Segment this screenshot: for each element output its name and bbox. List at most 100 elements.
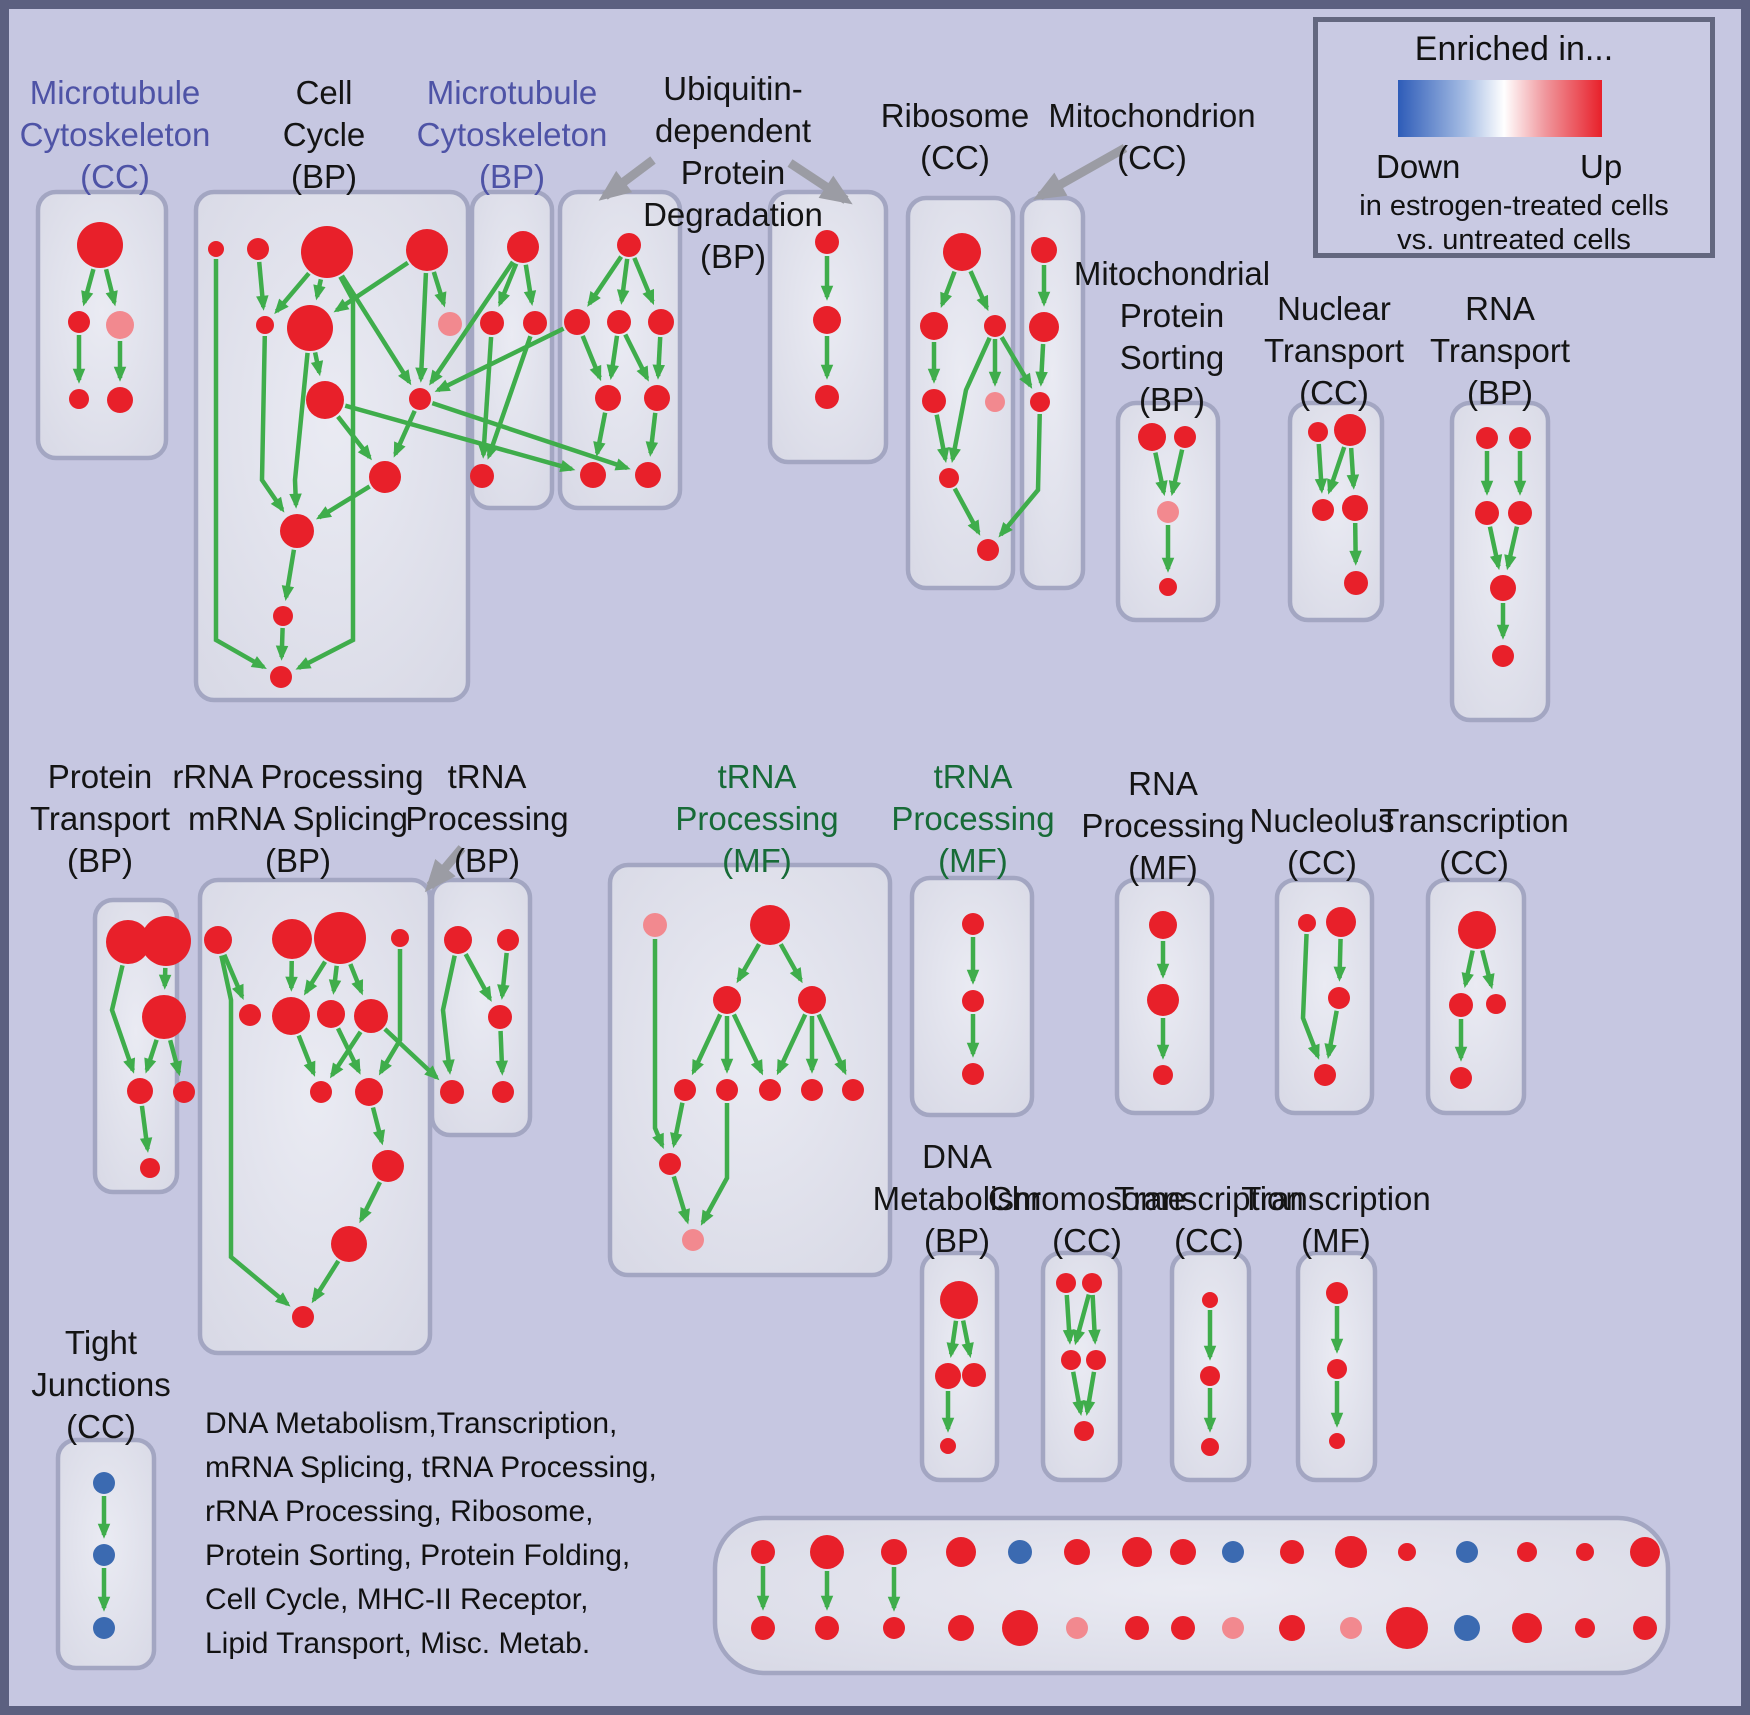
- go-term-node-tm2-b: [962, 1063, 984, 1085]
- edge-tm1.mr-to-tm1.k3: [776, 1013, 808, 1076]
- group-box-mt_cc: [35, 189, 169, 461]
- go-term-node-ub-m3: [648, 309, 674, 335]
- edge-dm.t-to-dm.mr: [960, 1320, 974, 1359]
- go-term-node-nt-mr: [1342, 495, 1368, 521]
- edge-pt.bl-to-pt.b: [139, 1105, 153, 1153]
- edge-dm.t-to-dm.ml: [946, 1320, 959, 1358]
- edge-rr.m3-to-rr.b2: [335, 1027, 361, 1075]
- edge-tc1.t-to-tc1.ml: [1461, 950, 1475, 989]
- edge-nt.tl-to-nt.ml: [1314, 443, 1328, 494]
- go-term-node-nuc-tb: [1326, 907, 1356, 937]
- go-term-node-mixed-c3b: [883, 1617, 905, 1639]
- edge-mt_bp.t-to-mt_bp.ml: [497, 262, 519, 308]
- edge-nt.tr-to-nt.mr: [1346, 447, 1360, 490]
- go-term-node-rib-lp: [985, 392, 1005, 412]
- go-term-node-tp-tl: [444, 926, 472, 954]
- go-term-node-rt-mr: [1508, 501, 1532, 525]
- go-term-node-rr-t1: [204, 926, 232, 954]
- edge-rib.t-to-rib.ml: [940, 270, 957, 308]
- go-term-node-mt_bp-ml: [480, 311, 504, 335]
- go-term-node-ub-b1: [580, 462, 606, 488]
- edge-cc.n8-to-ub.b1: [344, 403, 576, 473]
- go-term-node-mixed-c10t: [1280, 1540, 1304, 1564]
- edge-pt.m-to-pt.bl: [144, 1039, 159, 1074]
- label-pointer-arrow-3: [424, 845, 466, 893]
- go-term-node-dm-ml: [935, 1363, 961, 1389]
- go-term-node-rp-b: [1153, 1065, 1173, 1085]
- edge-mt_cc.a-to-mt_cc.b: [81, 268, 96, 307]
- group-box-mt_bp: [469, 189, 555, 511]
- go-term-node-tp-tr: [497, 929, 519, 951]
- go-term-node-tm1-k3: [759, 1079, 781, 1101]
- go-term-node-mixed-c16b: [1633, 1616, 1657, 1640]
- edge-ub.l1-to-ub.b1: [593, 412, 608, 458]
- go-term-node-mixed-c12b: [1386, 1607, 1428, 1649]
- go-term-node-ub2-t: [815, 230, 839, 254]
- go-term-node-mixed-c13t: [1456, 1541, 1478, 1563]
- go-term-node-tc2-m: [1200, 1366, 1220, 1386]
- go-term-node-cc-n1: [208, 241, 224, 257]
- go-term-node-mixed-c7t: [1122, 1537, 1152, 1567]
- edge-cc.n3-to-cc.n9: [340, 274, 412, 386]
- go-term-node-tm1-k5: [842, 1079, 864, 1101]
- go-term-node-mixed-c1t: [751, 1540, 775, 1564]
- go-term-node-pt-t2: [141, 916, 191, 966]
- go-term-node-tm1-pb: [682, 1229, 704, 1251]
- edge-ub.m1-to-ub.l1: [580, 335, 602, 382]
- go-term-node-cc-n2: [247, 238, 269, 260]
- go-term-node-ub-m1: [564, 309, 590, 335]
- go-term-node-mixed-c9t: [1222, 1541, 1244, 1563]
- go-term-node-rr-m3: [317, 1000, 345, 1028]
- go-term-node-cc-n8: [306, 381, 344, 419]
- go-term-node-mixed-c3t: [881, 1539, 907, 1565]
- group-box-dm: [919, 1250, 1000, 1483]
- edge-mt_bp.ml-to-mt_bp.b: [477, 336, 494, 459]
- go-term-node-rt-l: [1490, 575, 1516, 601]
- go-term-node-tc1-t: [1458, 911, 1496, 949]
- go-term-node-mt_bp-b: [470, 464, 494, 488]
- go-term-node-mixed-c16t: [1630, 1537, 1660, 1567]
- edge-tc1.t-to-tc1.mr: [1480, 949, 1495, 990]
- go-term-node-rr-c2: [331, 1226, 367, 1262]
- edge-mt_bp.t-to-cc.n9: [429, 260, 515, 386]
- go-term-node-mixed-c11t: [1335, 1536, 1367, 1568]
- go-term-node-mixed-c6t: [1064, 1539, 1090, 1565]
- go-term-node-tm1-k2: [716, 1079, 738, 1101]
- edge-rr.m2-to-rr.b1: [296, 1034, 316, 1077]
- go-term-node-rr-b2: [355, 1078, 383, 1106]
- go-term-node-rib-ll: [922, 389, 946, 413]
- go-term-node-rp-t: [1149, 911, 1177, 939]
- go-term-node-ub2-b: [815, 385, 839, 409]
- go-term-node-mt_cc-d: [69, 389, 89, 409]
- go-term-node-tm2-m: [962, 990, 984, 1012]
- edge-cc.n4-to-cc.n9: [415, 272, 429, 383]
- go-term-node-tj-t: [93, 1472, 115, 1494]
- group-box-nuc: [1274, 877, 1375, 1116]
- edge-chr.tl-to-chr.ml: [1062, 1294, 1076, 1345]
- edge-nt.mr-to-nt.b: [1349, 522, 1362, 566]
- edge-mps.tr-to-mps.m: [1168, 449, 1185, 497]
- group-box-chr: [1040, 1250, 1123, 1483]
- go-term-node-tm1-t: [750, 905, 790, 945]
- go-term-node-nt-b: [1344, 571, 1368, 595]
- legend-up-label: Up: [1580, 148, 1623, 185]
- edge-tm1.k2-to-tm1.pb: [700, 1103, 730, 1226]
- go-term-node-chr-b: [1074, 1421, 1094, 1441]
- edge-rt.mr-to-rt.l: [1504, 526, 1520, 571]
- go-term-node-pt-t1: [106, 920, 150, 964]
- go-term-node-ub-t: [617, 233, 641, 257]
- group-box-tm1: [607, 862, 893, 1278]
- go-term-node-cc-n10: [369, 461, 401, 493]
- go-term-node-tm1-k4: [801, 1079, 823, 1101]
- go-term-node-rib-b: [977, 539, 999, 561]
- go-term-node-chr-tl: [1056, 1273, 1076, 1293]
- edge-tm1.mr-to-tm1.k5: [816, 1013, 847, 1076]
- group-box-tc1: [1425, 877, 1527, 1116]
- go-term-node-nuc-ts: [1298, 914, 1316, 932]
- group-box-pt: [92, 897, 180, 1195]
- go-term-node-rr-m2: [272, 997, 310, 1035]
- edge-cc.n3-to-cc.n13: [295, 275, 356, 670]
- edge-ub.m2-to-ub.l1: [606, 335, 620, 380]
- legend-down-label: Down: [1376, 148, 1461, 185]
